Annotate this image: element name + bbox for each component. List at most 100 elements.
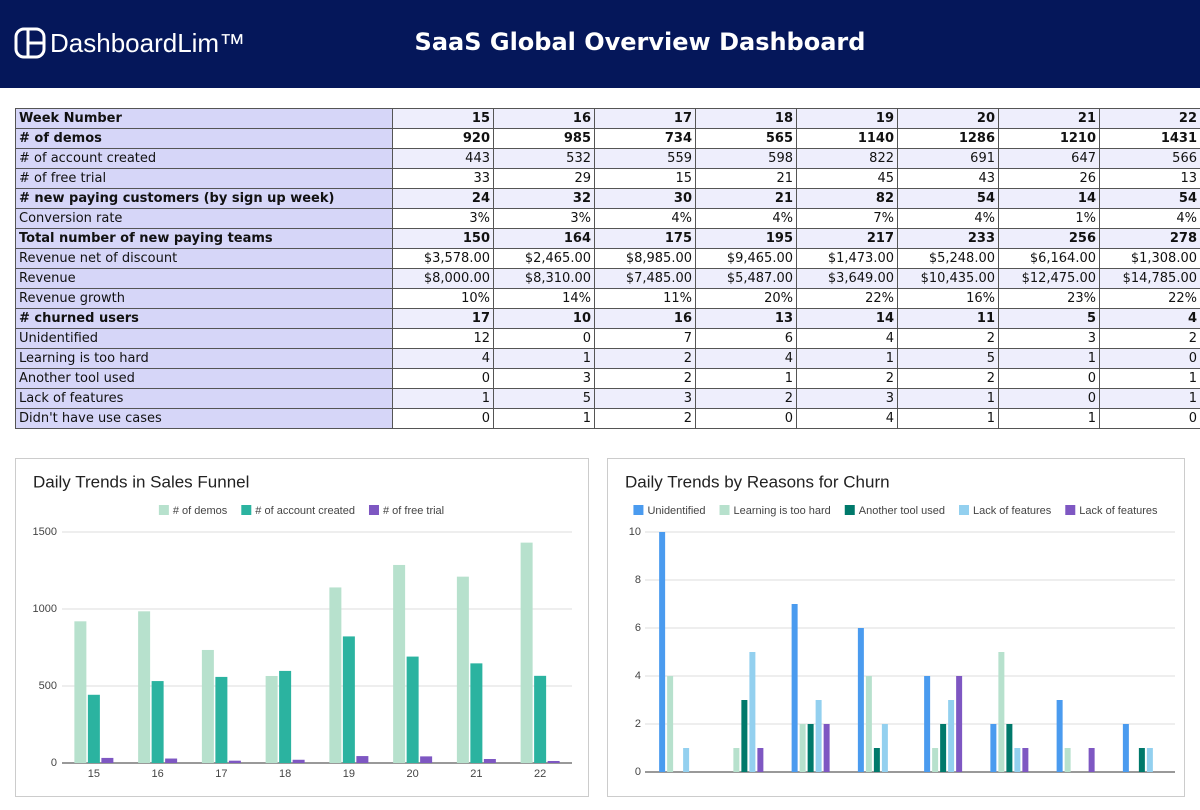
table-row: Conversion rate 3% 3% 4% 4% 7% 4% 1% 4% [15, 208, 1200, 229]
chart-frame [15, 458, 589, 797]
cell: 4 [796, 408, 898, 429]
cell: 4% [1099, 208, 1200, 229]
cell: 175 [594, 228, 696, 249]
bar [406, 656, 419, 763]
cell: 4 [796, 328, 898, 349]
cell: 43 [897, 168, 999, 189]
bar [520, 542, 533, 763]
bar [456, 576, 469, 763]
cell: 565 [695, 128, 797, 149]
row-label: Unidentified [15, 328, 393, 349]
bar [165, 758, 178, 763]
cell: 22% [1099, 288, 1200, 309]
cell: 4 [1099, 308, 1200, 329]
bar [924, 676, 931, 772]
table-row: Revenue net of discount $3,578.00 $2,465.0… [15, 248, 1200, 269]
cell: 1 [998, 348, 1100, 369]
cell: 566 [1099, 148, 1200, 169]
metrics-table: Week Number 15 16 17 18 19 20 21 22 # of demos 920… [15, 108, 1200, 429]
cell: 12 [392, 328, 494, 349]
cell: 24 [392, 188, 494, 209]
row-label: # of account created [15, 148, 393, 169]
table-row: # churned users 17 10 16 13 14 11 5 4 [15, 308, 1200, 329]
cell: 16 [493, 108, 595, 129]
bar [483, 758, 496, 763]
x-tick-label: 20 [407, 768, 419, 780]
cell: 21 [695, 168, 797, 189]
bar [1146, 748, 1153, 772]
cell: 20 [897, 108, 999, 129]
bar [74, 621, 87, 763]
cell: $8,000.00 [392, 268, 494, 289]
bar [749, 652, 756, 772]
cell: 7% [796, 208, 898, 229]
chart-title: Daily Trends by Reasons for Churn [625, 472, 890, 491]
y-tick-label: 10 [629, 526, 641, 538]
x-tick-label: 19 [343, 768, 355, 780]
bar [1022, 748, 1029, 772]
legend-swatch [368, 505, 379, 515]
cell: 195 [695, 228, 797, 249]
cell: 1 [998, 408, 1100, 429]
cell: 1 [493, 348, 595, 369]
cell: 0 [392, 368, 494, 389]
bar [1122, 724, 1129, 772]
cell: 559 [594, 148, 696, 169]
cell: 691 [897, 148, 999, 169]
cell: 13 [1099, 168, 1200, 189]
bar [1088, 748, 1095, 772]
cell: $2,465.00 [493, 248, 595, 269]
cell: 217 [796, 228, 898, 249]
y-tick-label: 0 [51, 757, 57, 769]
cell: 2 [594, 368, 696, 389]
legend-swatch [158, 505, 169, 515]
y-tick-label: 6 [635, 622, 641, 634]
cell: 443 [392, 148, 494, 169]
bar [138, 611, 151, 763]
cell: $3,578.00 [392, 248, 494, 269]
bar [791, 604, 798, 772]
bar [279, 670, 292, 763]
row-label: # churned users [15, 308, 393, 329]
cell: 10% [392, 288, 494, 309]
bar [881, 724, 888, 772]
bar [940, 724, 947, 772]
cell: 3% [493, 208, 595, 229]
dashboard-title: SaaS Global Overview Dashboard [414, 28, 866, 56]
cell: 3% [392, 208, 494, 229]
legend-swatch [959, 505, 969, 515]
cell: 734 [594, 128, 696, 149]
cell: 4 [695, 348, 797, 369]
cell: 16% [897, 288, 999, 309]
y-tick-label: 8 [635, 574, 641, 586]
cell: 150 [392, 228, 494, 249]
cell: 1210 [998, 128, 1100, 149]
bar [873, 748, 880, 772]
cell: 2 [594, 348, 696, 369]
cell: 5 [897, 348, 999, 369]
row-label: # of demos [15, 128, 393, 149]
charts: Daily Trends in Sales Funnel 0 500 1000 1500… [15, 458, 1185, 797]
cell: 20% [695, 288, 797, 309]
cell: 22 [1099, 108, 1200, 129]
cell: 1286 [897, 128, 999, 149]
cell: 4 [392, 348, 494, 369]
cell: 822 [796, 148, 898, 169]
cell: 3 [493, 368, 595, 389]
cell: 1 [897, 408, 999, 429]
cell: 647 [998, 148, 1100, 169]
cell: 985 [493, 128, 595, 149]
row-label: Revenue net of discount [15, 248, 393, 269]
cell: 17 [594, 108, 696, 129]
cell: 32 [493, 188, 595, 209]
bar [265, 675, 278, 763]
bar [1014, 748, 1021, 772]
y-tick-label: 2 [635, 718, 641, 730]
bar [667, 676, 674, 772]
cell: 15 [392, 108, 494, 129]
bar [659, 532, 666, 772]
legend-swatch [844, 505, 855, 515]
cell: 1 [493, 408, 595, 429]
table-row: Week Number 15 16 17 18 19 20 21 22 [15, 108, 1200, 129]
